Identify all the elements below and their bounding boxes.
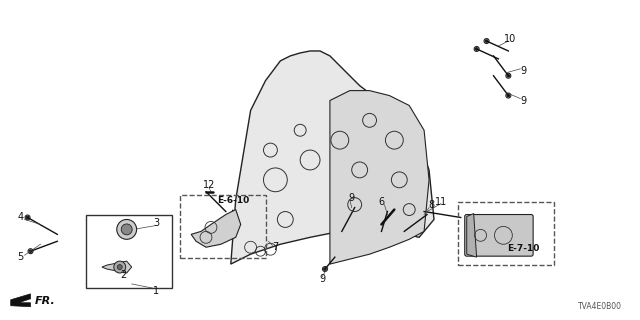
Text: 9: 9 [520, 66, 526, 76]
Circle shape [267, 240, 270, 243]
Text: 1: 1 [154, 286, 159, 296]
Text: FR.: FR. [35, 296, 55, 306]
Circle shape [114, 261, 125, 273]
Circle shape [507, 75, 509, 77]
Text: 3: 3 [154, 219, 159, 228]
Polygon shape [231, 51, 434, 264]
Text: TVA4E0B00: TVA4E0B00 [579, 302, 622, 311]
Text: 6: 6 [378, 196, 385, 207]
Text: 8: 8 [428, 200, 434, 210]
Polygon shape [102, 261, 132, 273]
FancyBboxPatch shape [465, 214, 533, 256]
Text: E-7-10: E-7-10 [507, 244, 540, 253]
Circle shape [117, 265, 122, 269]
Circle shape [29, 250, 32, 252]
Text: 12: 12 [203, 180, 215, 190]
Text: 5: 5 [17, 252, 24, 262]
Circle shape [507, 94, 509, 97]
Circle shape [353, 206, 356, 209]
Text: E-6-10: E-6-10 [216, 196, 249, 204]
Text: 2: 2 [120, 270, 127, 280]
Polygon shape [467, 213, 477, 257]
Text: 11: 11 [435, 196, 447, 207]
Polygon shape [11, 294, 31, 307]
Text: 9: 9 [520, 96, 526, 106]
Circle shape [426, 213, 428, 216]
Text: 7: 7 [272, 242, 278, 252]
Text: 9: 9 [349, 193, 355, 203]
Text: 9: 9 [319, 274, 325, 284]
Circle shape [26, 216, 29, 219]
Circle shape [116, 220, 136, 239]
Polygon shape [191, 210, 241, 247]
Text: 4: 4 [17, 212, 24, 222]
Circle shape [121, 224, 132, 235]
Circle shape [423, 210, 425, 213]
Circle shape [485, 40, 488, 42]
Polygon shape [330, 91, 429, 264]
Circle shape [476, 48, 478, 50]
Text: 10: 10 [504, 34, 516, 44]
Circle shape [324, 268, 326, 270]
